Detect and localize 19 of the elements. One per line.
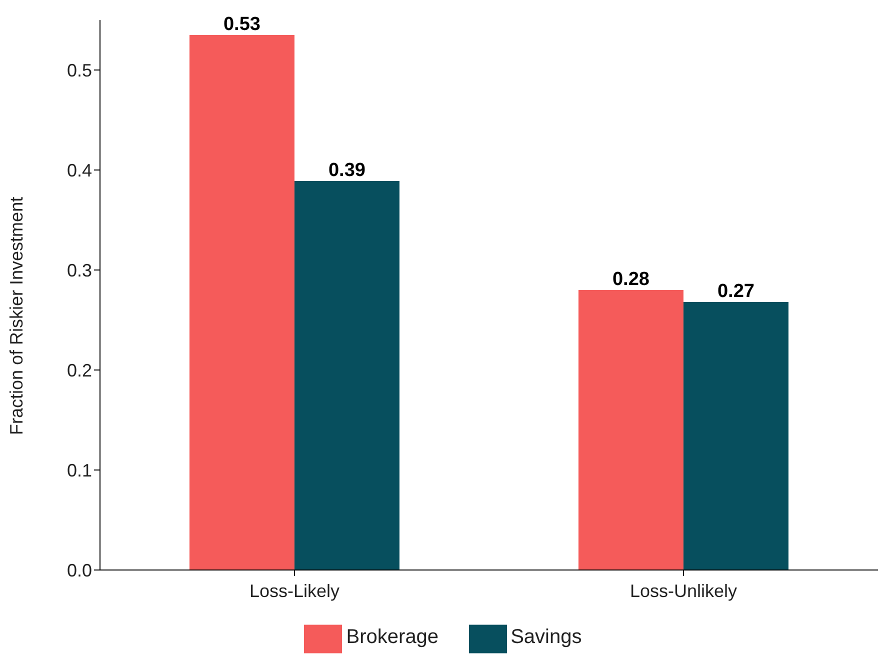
- y-tick-label: 0.4: [66, 160, 92, 180]
- data-label: 0.53: [223, 14, 260, 35]
- bar: [578, 290, 684, 570]
- legend-label: Brokerage: [346, 626, 439, 648]
- y-tick-label: 0.3: [66, 260, 92, 280]
- data-label: 0.28: [612, 269, 650, 290]
- bar: [189, 35, 294, 570]
- y-tick-label: 0.0: [66, 560, 92, 580]
- y-tick-label: 0.2: [66, 360, 92, 380]
- bar: [683, 302, 788, 570]
- data-label: 0.39: [328, 160, 366, 181]
- y-axis-title: Fraction of Riskier Investment: [6, 196, 26, 435]
- x-tick-label: Loss-Unlikely: [630, 580, 738, 601]
- y-tick-label: 0.1: [66, 460, 92, 480]
- bar: [294, 181, 400, 570]
- x-tick-label: Loss-Likely: [249, 580, 340, 601]
- legend-label: Savings: [510, 626, 582, 648]
- data-label: 0.27: [717, 281, 754, 302]
- y-tick-label: 0.5: [66, 60, 92, 80]
